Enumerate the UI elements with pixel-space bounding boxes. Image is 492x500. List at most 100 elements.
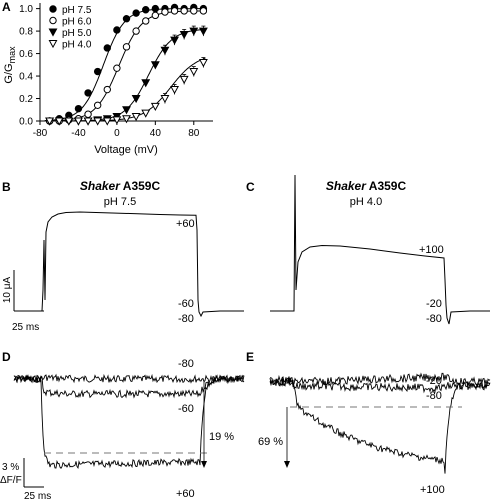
data-point xyxy=(103,44,111,52)
legend-marker xyxy=(48,28,58,37)
y-tick-label: 0.0 xyxy=(19,117,33,128)
data-point xyxy=(151,4,160,13)
trace-label-mid: -60 xyxy=(178,403,194,415)
data-point xyxy=(84,110,92,118)
x-tick-label: 40 xyxy=(150,128,162,139)
y-tick-label: 0.8 xyxy=(19,27,33,38)
x-tick-label: -80 xyxy=(33,128,48,139)
data-point xyxy=(198,27,208,36)
data-point xyxy=(199,7,208,15)
data-point xyxy=(189,27,199,36)
legend-label: pH 4.0 xyxy=(62,39,92,50)
y-axis-label: G/Gmax xyxy=(3,46,17,84)
data-point xyxy=(122,115,131,124)
tail-voltage-label: -60 xyxy=(178,298,194,310)
gv-chart: -80 -40 0 40 80 0.0 0.2 0.4 0.6 0.8 1.0 Voltage (… xyxy=(3,3,213,156)
x-tick-label: -40 xyxy=(71,128,86,139)
data-point xyxy=(170,7,179,15)
x-tick-label: 80 xyxy=(188,128,200,139)
data-point xyxy=(179,30,189,40)
panel-label-a: A xyxy=(2,0,11,14)
step-voltage-label: +100 xyxy=(419,244,444,256)
fluorescence-trace-bottom xyxy=(13,374,245,470)
scale-time-label: 25 ms xyxy=(12,322,39,333)
current-trace xyxy=(270,174,490,325)
scale-current-label: 10 μA xyxy=(2,277,13,304)
data-point xyxy=(74,104,83,113)
data-point xyxy=(83,117,93,126)
legend-marker xyxy=(49,16,57,25)
data-point xyxy=(93,101,102,109)
data-point xyxy=(93,67,102,76)
data-point xyxy=(160,95,170,104)
x-axis-label: Voltage (mV) xyxy=(94,144,158,156)
panel-c-subtitle: pH 4.0 xyxy=(350,196,382,208)
data-point xyxy=(132,27,140,35)
data-point xyxy=(45,117,55,126)
data-point xyxy=(113,64,121,72)
data-point xyxy=(112,116,122,125)
y-tick-label: 0.6 xyxy=(19,49,33,60)
legend-marker xyxy=(48,40,58,49)
data-point xyxy=(189,68,199,77)
data-point xyxy=(113,26,121,34)
amplitude-label: 19 % xyxy=(209,431,234,443)
panel-b-title: Shaker A359C xyxy=(80,179,161,193)
panel-b-subtitle: pH 7.5 xyxy=(104,196,136,208)
tail-voltage-label: -20 xyxy=(426,298,442,310)
fluorescence-trace-mid xyxy=(269,378,491,394)
holding-voltage-label: -80 xyxy=(426,313,442,325)
scale-time-label: 25 ms xyxy=(24,491,51,500)
data-point xyxy=(190,7,198,15)
panel-label-d: D xyxy=(2,350,11,364)
fluorescence-trace-bottom xyxy=(269,374,491,474)
scale-percent-label: 3 % xyxy=(2,462,19,473)
data-point xyxy=(132,9,140,17)
data-point xyxy=(122,43,131,51)
x-tick-label: 0 xyxy=(114,128,120,139)
trace-label-bottom: +100 xyxy=(420,484,445,496)
fluorescence-trace-top xyxy=(269,372,491,387)
data-point xyxy=(74,117,83,126)
panel-label-c: C xyxy=(246,180,255,194)
data-point xyxy=(141,79,151,88)
fluorescence-trace-ph40: 69 % -20 -80 +100 xyxy=(258,372,491,496)
trace-label-top: -20 xyxy=(426,375,442,387)
fluorescence-trace-mid xyxy=(13,374,245,399)
panel-c-title: Shaker A359C xyxy=(326,179,407,193)
data-point xyxy=(122,15,131,23)
data-point xyxy=(84,89,92,97)
fluorescence-trace-top xyxy=(13,373,245,384)
data-point xyxy=(170,86,179,95)
data-point xyxy=(141,109,151,118)
y-tick-label: 0.2 xyxy=(19,94,33,105)
trace-label-bottom: +60 xyxy=(176,488,195,500)
data-point xyxy=(103,85,111,94)
data-point xyxy=(150,102,160,112)
data-point xyxy=(102,117,112,126)
data-point xyxy=(64,117,74,126)
panel-label-b: B xyxy=(2,180,11,194)
amplitude-arrowhead xyxy=(284,461,290,468)
data-point xyxy=(142,17,150,25)
data-point xyxy=(179,75,189,85)
trace-label-mid: -80 xyxy=(426,390,442,402)
trace-label-top: -80 xyxy=(178,358,194,370)
amplitude-arrowhead xyxy=(201,461,207,468)
data-point xyxy=(142,6,150,14)
y-tick-label: 1.0 xyxy=(19,4,33,15)
legend-marker xyxy=(49,5,57,13)
legend-label: pH 6.0 xyxy=(62,16,92,27)
amplitude-label: 69 % xyxy=(258,436,283,448)
fluorescence-trace-ph75: 19 % -80 -60 +60 3 % ΔF/F 25 ms xyxy=(0,358,245,500)
data-point xyxy=(160,46,170,55)
data-point xyxy=(93,117,103,126)
data-point xyxy=(170,36,179,45)
current-trace-ph75: Shaker A359C pH 7.5 +60 -60 -80 10 μA 25… xyxy=(2,179,244,333)
data-point xyxy=(180,7,188,15)
data-point xyxy=(122,106,131,115)
y-tick-label: 0.4 xyxy=(19,72,33,83)
current-trace xyxy=(14,211,244,318)
panel-label-e: E xyxy=(246,350,254,364)
